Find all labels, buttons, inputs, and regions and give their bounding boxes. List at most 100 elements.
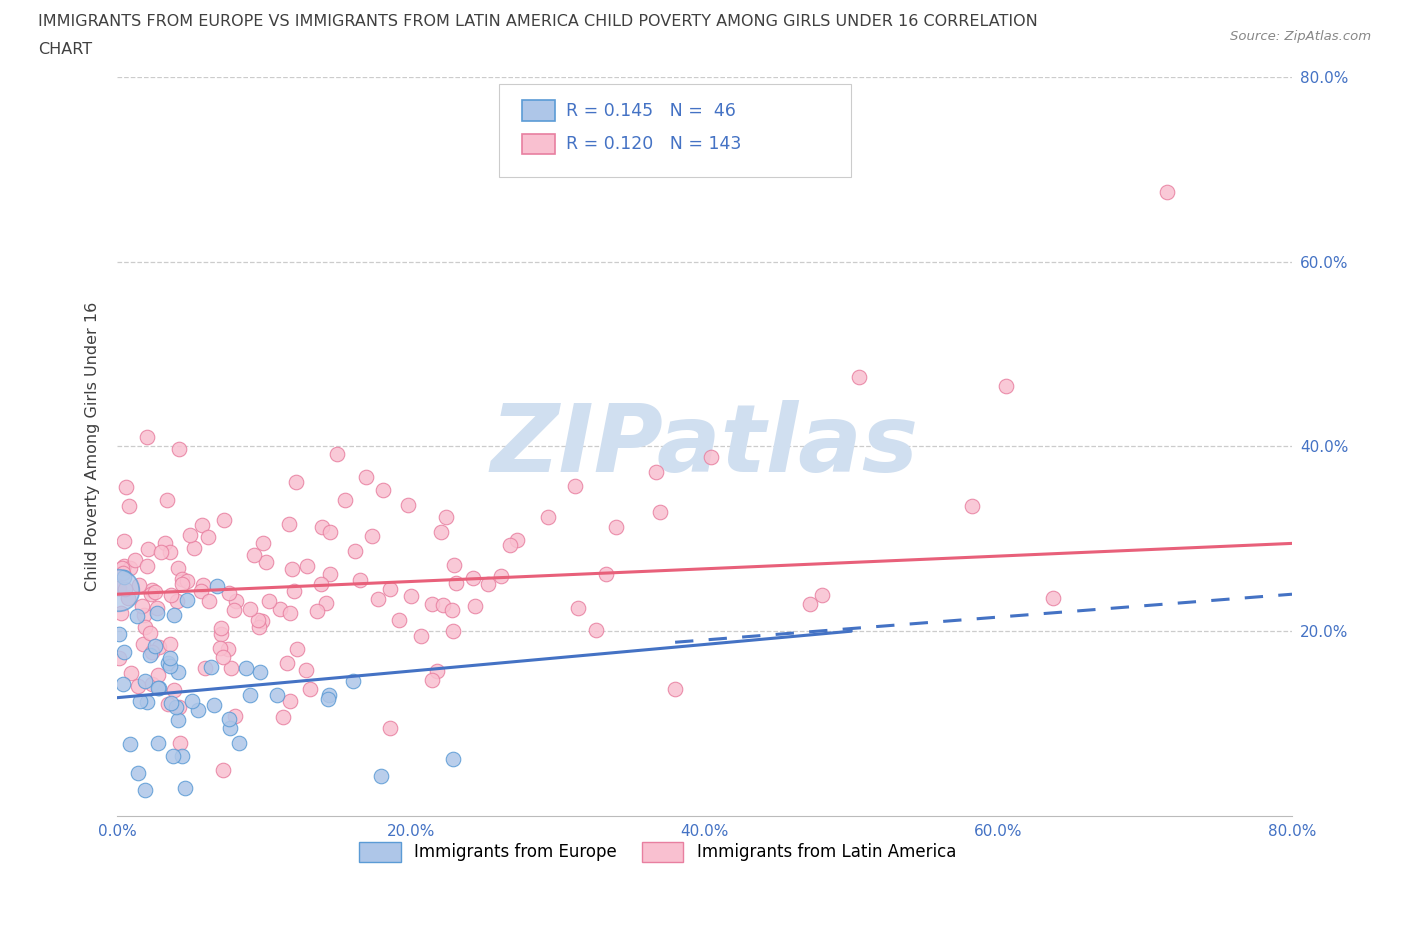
Point: [246, 613, 269, 628]
Point: [166, 593, 188, 608]
Point: [128, 578, 150, 592]
Point: [180, 694, 202, 709]
Point: [211, 649, 233, 664]
Point: [463, 570, 485, 585]
Point: [107, 582, 129, 597]
Point: [295, 559, 318, 574]
Point: [319, 525, 342, 539]
Point: [200, 659, 222, 674]
Point: [112, 533, 135, 548]
Point: [134, 783, 156, 798]
Point: [205, 578, 228, 593]
Point: [198, 594, 221, 609]
Point: [167, 664, 190, 679]
Point: [441, 624, 464, 639]
Point: [112, 569, 135, 584]
Point: [595, 566, 617, 581]
Point: [664, 682, 686, 697]
Point: [212, 763, 235, 777]
Point: [165, 700, 187, 715]
Point: [411, 629, 433, 644]
Point: [148, 639, 170, 654]
Point: [162, 749, 184, 764]
Point: [197, 529, 219, 544]
Point: [141, 676, 163, 691]
Text: Source: ZipAtlas.com: Source: ZipAtlas.com: [1230, 30, 1371, 43]
Point: [108, 650, 131, 665]
Point: [108, 626, 131, 641]
Point: [564, 478, 586, 493]
Point: [202, 698, 225, 712]
Point: [499, 538, 522, 552]
Point: [349, 573, 371, 588]
FancyBboxPatch shape: [523, 134, 555, 154]
Point: [960, 498, 983, 513]
Y-axis label: Child Poverty Among Girls Under 16: Child Poverty Among Girls Under 16: [86, 301, 100, 591]
Point: [146, 681, 169, 696]
Point: [187, 703, 209, 718]
Point: [441, 751, 464, 766]
Point: [127, 608, 149, 623]
Point: [333, 493, 356, 508]
Point: [430, 525, 453, 539]
Point: [169, 735, 191, 750]
Point: [209, 627, 232, 642]
Point: [219, 721, 242, 736]
Point: [311, 519, 333, 534]
Point: [266, 687, 288, 702]
Point: [699, 450, 721, 465]
Point: [225, 593, 247, 608]
Point: [114, 581, 136, 596]
Point: [269, 602, 291, 617]
Point: [259, 593, 281, 608]
Point: [145, 600, 167, 615]
Point: [342, 674, 364, 689]
FancyBboxPatch shape: [523, 100, 555, 121]
Point: [249, 665, 271, 680]
Point: [277, 516, 299, 531]
Point: [307, 604, 329, 618]
Point: [370, 768, 392, 783]
Point: [167, 561, 190, 576]
Point: [209, 621, 232, 636]
Point: [224, 709, 246, 724]
Point: [326, 446, 349, 461]
Point: [271, 710, 294, 724]
Point: [1042, 591, 1064, 605]
Point: [315, 595, 337, 610]
Point: [250, 614, 273, 629]
Point: [1156, 185, 1178, 200]
Point: [247, 619, 270, 634]
Point: [167, 442, 190, 457]
Text: IMMIGRANTS FROM EUROPE VS IMMIGRANTS FROM LATIN AMERICA CHILD POVERTY AMONG GIRL: IMMIGRANTS FROM EUROPE VS IMMIGRANTS FRO…: [38, 14, 1038, 29]
Point: [217, 642, 239, 657]
Point: [994, 379, 1017, 393]
Point: [110, 606, 132, 621]
Point: [159, 545, 181, 560]
Point: [124, 552, 146, 567]
Point: [420, 672, 443, 687]
Point: [319, 567, 342, 582]
Point: [156, 656, 179, 671]
Point: [212, 512, 235, 527]
Point: [160, 587, 183, 602]
Point: [309, 577, 332, 591]
Point: [159, 658, 181, 673]
Point: [148, 681, 170, 696]
Point: [283, 583, 305, 598]
Point: [107, 581, 129, 596]
Point: [190, 584, 212, 599]
Point: [136, 541, 159, 556]
Point: [163, 683, 186, 698]
Point: [150, 544, 173, 559]
Point: [235, 661, 257, 676]
Point: [505, 532, 527, 547]
Point: [183, 541, 205, 556]
Point: [464, 598, 486, 613]
Point: [111, 676, 134, 691]
Point: [489, 568, 512, 583]
Point: [139, 648, 162, 663]
Point: [146, 736, 169, 751]
Point: [444, 576, 467, 591]
Point: [799, 596, 821, 611]
